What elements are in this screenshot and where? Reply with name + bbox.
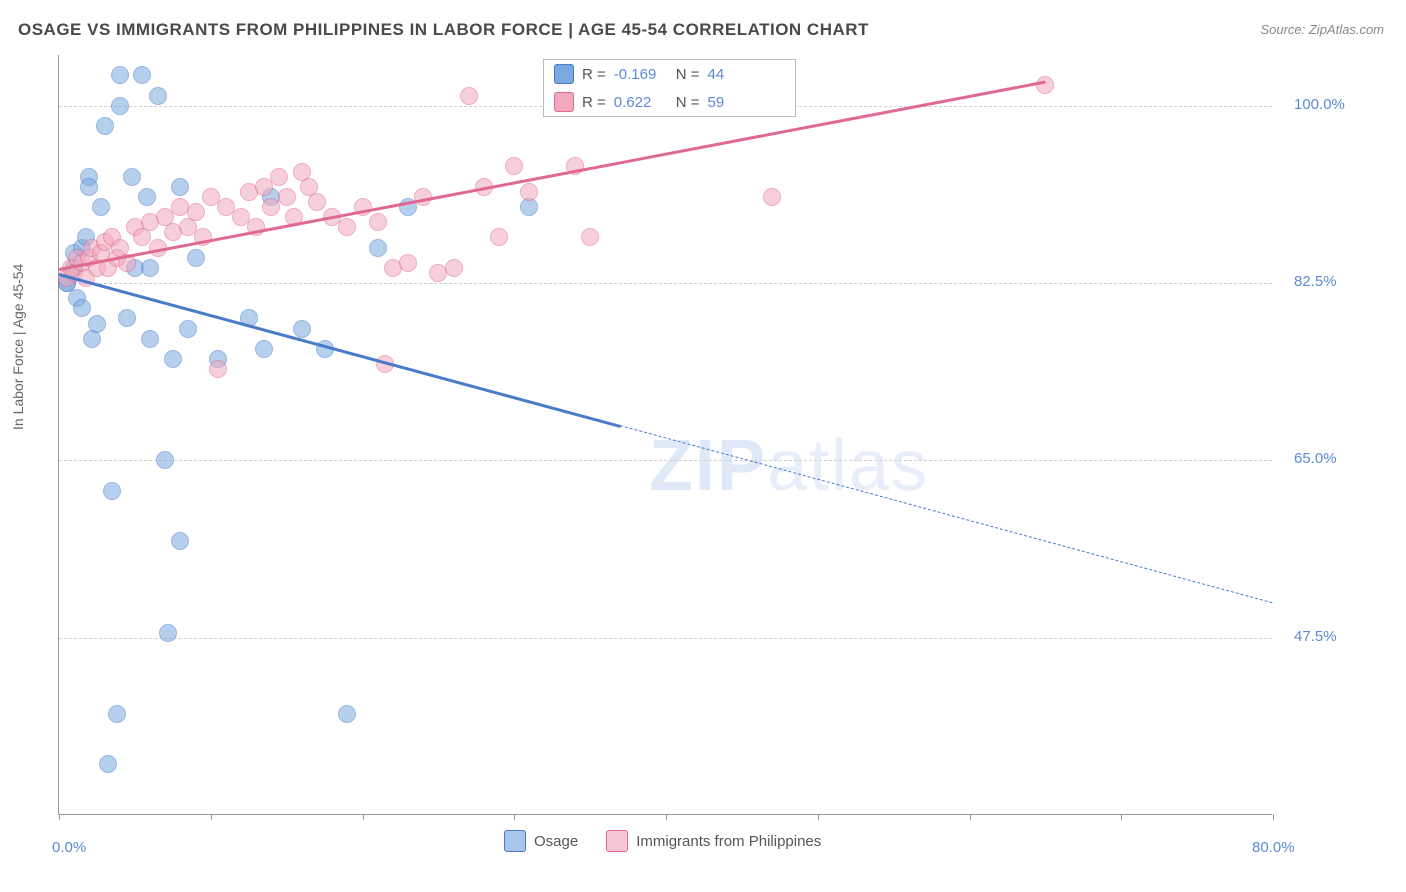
gridline (59, 638, 1272, 639)
x-tick-label: 0.0% (52, 839, 86, 856)
scatter-point (149, 87, 167, 105)
scatter-point (141, 259, 159, 277)
plot-area: ZIPatlas (58, 55, 1272, 815)
trendline-extrapolated (620, 425, 1273, 603)
scatter-point (99, 755, 117, 773)
scatter-point (278, 188, 296, 206)
chart-title: OSAGE VS IMMIGRANTS FROM PHILIPPINES IN … (18, 20, 869, 40)
scatter-point (88, 315, 106, 333)
scatter-point (171, 532, 189, 550)
y-tick-label: 82.5% (1294, 273, 1337, 290)
scatter-point (270, 168, 288, 186)
scatter-point (293, 320, 311, 338)
scatter-point (187, 249, 205, 267)
legend-item: Osage (504, 830, 578, 852)
legend-swatch (606, 830, 628, 852)
x-tick-mark (363, 814, 364, 820)
y-axis-label: In Labor Force | Age 45-54 (10, 264, 26, 430)
x-tick-label: 80.0% (1252, 839, 1295, 856)
stats-swatch (554, 64, 574, 84)
scatter-point (96, 117, 114, 135)
scatter-point (141, 330, 159, 348)
watermark-thin: atlas (767, 426, 929, 506)
scatter-point (73, 299, 91, 317)
x-tick-mark (1273, 814, 1274, 820)
scatter-point (164, 350, 182, 368)
stats-box: R = -0.169 N = 44 R = 0.622 N = 59 (543, 59, 796, 117)
scatter-point (460, 87, 478, 105)
correlation-chart: OSAGE VS IMMIGRANTS FROM PHILIPPINES IN … (0, 0, 1406, 892)
scatter-point (338, 705, 356, 723)
scatter-point (445, 259, 463, 277)
scatter-point (171, 178, 189, 196)
legend-label: Immigrants from Philippines (636, 833, 821, 850)
source-label: Source: ZipAtlas.com (1260, 22, 1384, 37)
scatter-point (111, 66, 129, 84)
stats-r-value: 0.622 (614, 94, 668, 111)
scatter-point (399, 254, 417, 272)
y-tick-label: 100.0% (1294, 96, 1345, 113)
scatter-point (581, 228, 599, 246)
scatter-point (308, 193, 326, 211)
scatter-point (133, 66, 151, 84)
scatter-point (520, 183, 538, 201)
trendline (59, 273, 621, 427)
scatter-point (123, 168, 141, 186)
scatter-point (505, 157, 523, 175)
scatter-point (156, 451, 174, 469)
stats-r-label: R = (582, 66, 606, 83)
x-tick-mark (818, 814, 819, 820)
scatter-point (490, 228, 508, 246)
x-tick-mark (211, 814, 212, 820)
stats-n-label: N = (676, 94, 700, 111)
legend-label: Osage (534, 833, 578, 850)
scatter-point (179, 320, 197, 338)
gridline (59, 460, 1272, 461)
scatter-point (108, 705, 126, 723)
scatter-point (255, 340, 273, 358)
scatter-point (92, 198, 110, 216)
x-tick-mark (970, 814, 971, 820)
scatter-point (209, 360, 227, 378)
scatter-point (1036, 76, 1054, 94)
legend-swatch (504, 830, 526, 852)
chart-legend: Osage Immigrants from Philippines (504, 830, 821, 852)
scatter-point (338, 218, 356, 236)
scatter-point (118, 309, 136, 327)
stats-n-value: 44 (708, 66, 725, 83)
stats-n-value: 59 (708, 94, 725, 111)
scatter-point (369, 213, 387, 231)
scatter-point (138, 188, 156, 206)
scatter-point (187, 203, 205, 221)
scatter-point (103, 482, 121, 500)
stats-row: R = -0.169 N = 44 (544, 60, 795, 88)
stats-r-label: R = (582, 94, 606, 111)
legend-item: Immigrants from Philippines (606, 830, 821, 852)
scatter-point (80, 178, 98, 196)
scatter-point (159, 624, 177, 642)
gridline (59, 283, 1272, 284)
scatter-point (763, 188, 781, 206)
stats-n-label: N = (676, 66, 700, 83)
x-tick-mark (59, 814, 60, 820)
x-tick-mark (514, 814, 515, 820)
stats-r-value: -0.169 (614, 66, 668, 83)
scatter-point (369, 239, 387, 257)
y-tick-label: 47.5% (1294, 628, 1337, 645)
x-tick-mark (666, 814, 667, 820)
y-tick-label: 65.0% (1294, 450, 1337, 467)
stats-row: R = 0.622 N = 59 (544, 88, 795, 116)
scatter-point (83, 330, 101, 348)
x-tick-mark (1121, 814, 1122, 820)
watermark: ZIPatlas (649, 425, 929, 507)
stats-swatch (554, 92, 574, 112)
scatter-point (111, 97, 129, 115)
